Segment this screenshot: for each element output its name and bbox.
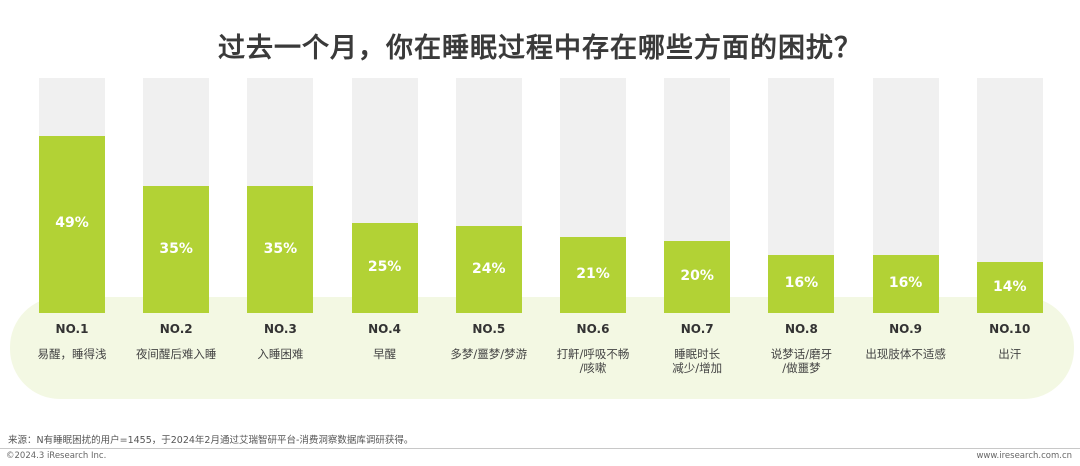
category-label-6: 打鼾/呼吸不畅 /咳嗽 (556, 347, 630, 375)
chart-title: 过去一个月，你在睡眠过程中存在哪些方面的困扰？ (218, 33, 862, 64)
category-label-3: 入睡困难 (257, 347, 304, 361)
category-rank-1: NO.1 (55, 322, 89, 336)
bar-value-label-1: 49% (55, 215, 89, 232)
category-rank-3: NO.3 (263, 322, 297, 336)
source-note: 来源：N有睡眠困扰的用户=1455，于2024年2月通过艾瑞智研平台-消费洞察数… (8, 435, 414, 446)
category-rank-8: NO.8 (784, 322, 818, 336)
category-rank-6: NO.6 (576, 322, 610, 336)
bar-7 (664, 240, 731, 313)
bar-6 (560, 237, 626, 313)
copyright-text: ©2024.3 iResearch Inc. (6, 451, 107, 461)
bar-1 (39, 135, 105, 313)
bar-value-label-2: 35% (159, 240, 193, 257)
category-rank-4: NO.4 (368, 322, 402, 336)
category-label-5: 多梦/噩梦/梦游 (450, 347, 528, 361)
bar-value-label-8: 16% (784, 275, 819, 292)
bar-10 (976, 262, 1043, 313)
category-label-2: 夜间醒后难入睡 (135, 347, 217, 361)
website-url: www.iresearch.com.cn (976, 451, 1072, 461)
bar-value-label-4: 25% (367, 258, 402, 275)
bar-3 (247, 186, 314, 313)
bar-4 (351, 222, 418, 313)
bar-2 (143, 186, 210, 313)
category-label-7: 睡眠时长 减少/增加 (672, 347, 723, 375)
category-label-8: 说梦话/磨牙 /做噩梦 (770, 347, 833, 375)
category-rank-10: NO.10 (989, 322, 1031, 336)
bar-value-label-10: 14% (993, 278, 1027, 295)
bar-value-label-9: 16% (888, 275, 923, 292)
category-label-9: 出现肢体不适感 (865, 347, 946, 361)
category-rank-7: NO.7 (680, 322, 714, 336)
bar-value-label-7: 20% (680, 267, 714, 284)
bar-5 (455, 226, 522, 313)
category-rank-5: NO.5 (472, 322, 506, 336)
category-band (10, 297, 1074, 399)
bar-8 (768, 255, 835, 313)
bar-value-label-3: 35% (263, 240, 298, 257)
category-rank-9: NO.9 (889, 322, 923, 336)
category-label-4: 早醒 (373, 347, 397, 361)
category-rank-2: NO.2 (159, 322, 193, 336)
footer-divider (0, 448, 1080, 449)
bar-value-label-6: 21% (576, 266, 610, 283)
bar-value-label-5: 24% (472, 260, 506, 277)
category-label-1: 易醒，睡得浅 (37, 347, 107, 361)
bar-chart: 49% NO.1 易醒，睡得浅 35% NO.2 夜间醒后难入睡 35% NO.3 入睡困难 25… (37, 78, 1043, 375)
category-label-10: 出汗 (998, 347, 1022, 361)
bar-9 (872, 255, 939, 313)
